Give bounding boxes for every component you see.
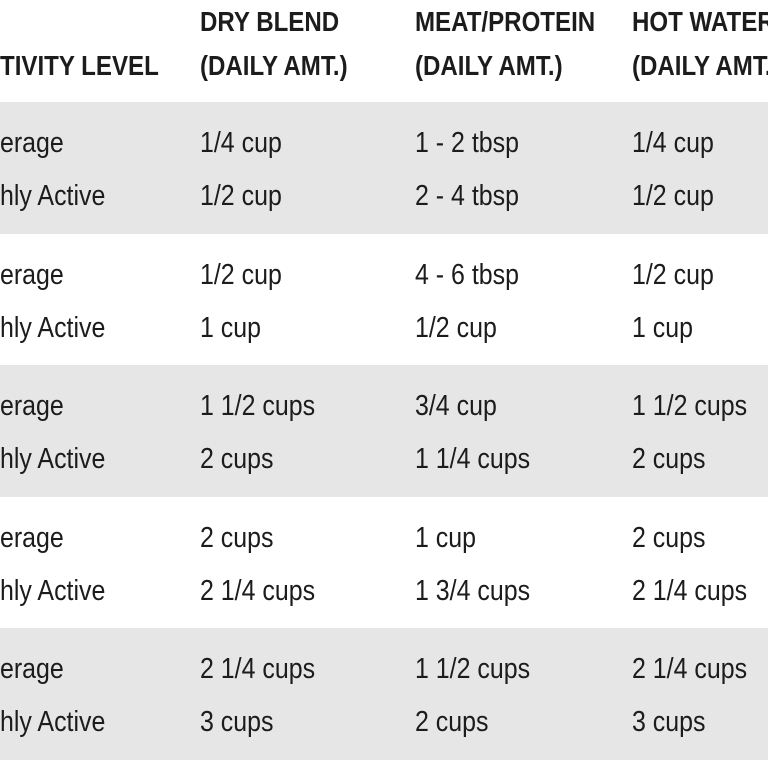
table-cell: hly Active bbox=[0, 180, 106, 212]
header-cell: HOT WATER bbox=[632, 6, 768, 37]
table-cell: erage bbox=[0, 653, 64, 686]
table-cell: 2 1/4 cups bbox=[200, 574, 316, 607]
table-cell: erage bbox=[0, 258, 64, 291]
table-cell: 1/2 cup bbox=[415, 311, 497, 344]
table-cell: 2 cups bbox=[200, 521, 274, 554]
table-cell: hly Active bbox=[0, 443, 106, 476]
table-cell: 2 - 4 tbsp bbox=[415, 180, 519, 212]
table-cell: 1 3/4 cups bbox=[415, 574, 531, 607]
table-cell: 2 cups bbox=[200, 443, 274, 476]
table-cell: 2 cups bbox=[632, 443, 706, 476]
table-cell: 2 1/4 cups bbox=[632, 653, 748, 686]
header-cell: (DAILY AMT.) bbox=[415, 50, 563, 81]
table-cell: hly Active bbox=[0, 706, 106, 739]
table-cell: 3/4 cup bbox=[415, 390, 497, 423]
table-cell: 1/2 cup bbox=[200, 258, 282, 291]
row-band bbox=[0, 497, 768, 629]
table-cell: hly Active bbox=[0, 311, 106, 344]
table-cell: 3 cups bbox=[632, 706, 706, 739]
table-cell: erage bbox=[0, 521, 64, 554]
header-cell: (DAILY AMT.) bbox=[632, 50, 768, 81]
row-band bbox=[0, 365, 768, 498]
table-cell: 2 1/4 cups bbox=[632, 574, 748, 607]
table-cell: hly Active bbox=[0, 574, 106, 607]
table-cell: 2 cups bbox=[632, 521, 706, 554]
table-cell: 1 1/4 cups bbox=[415, 443, 531, 476]
table-cell: 2 cups bbox=[415, 706, 489, 739]
table-cell: 1/4 cup bbox=[200, 127, 282, 159]
table-cell: 1/2 cup bbox=[632, 258, 714, 291]
table-cell: 1/4 cup bbox=[632, 127, 714, 159]
table-cell: 1/2 cup bbox=[200, 180, 282, 212]
table-cell: 1/2 cup bbox=[632, 180, 714, 212]
header-cell: DRY BLEND bbox=[200, 6, 340, 37]
header-cell: TIVITY LEVEL bbox=[0, 50, 159, 81]
table-cell: 1 1/2 cups bbox=[200, 390, 316, 423]
table-cell: 4 - 6 tbsp bbox=[415, 258, 519, 291]
table-cell: 3 cups bbox=[200, 706, 274, 739]
row-band bbox=[0, 628, 768, 761]
row-band bbox=[0, 234, 768, 366]
header-cell: (DAILY AMT.) bbox=[200, 50, 348, 81]
row-band bbox=[0, 102, 768, 234]
table-cell: 1 1/2 cups bbox=[415, 653, 531, 686]
table-cell: 1 cup bbox=[415, 521, 477, 554]
table-cell: 1 1/2 cups bbox=[632, 390, 748, 423]
table-cell: erage bbox=[0, 127, 64, 159]
table-cell: 2 1/4 cups bbox=[200, 653, 316, 686]
table-cell: erage bbox=[0, 390, 64, 423]
table-cell: 1 cup bbox=[200, 311, 262, 344]
header-cell: MEAT/PROTEIN bbox=[415, 6, 596, 37]
table-cell: 1 - 2 tbsp bbox=[415, 127, 519, 159]
table-cell: 1 cup bbox=[632, 311, 694, 344]
